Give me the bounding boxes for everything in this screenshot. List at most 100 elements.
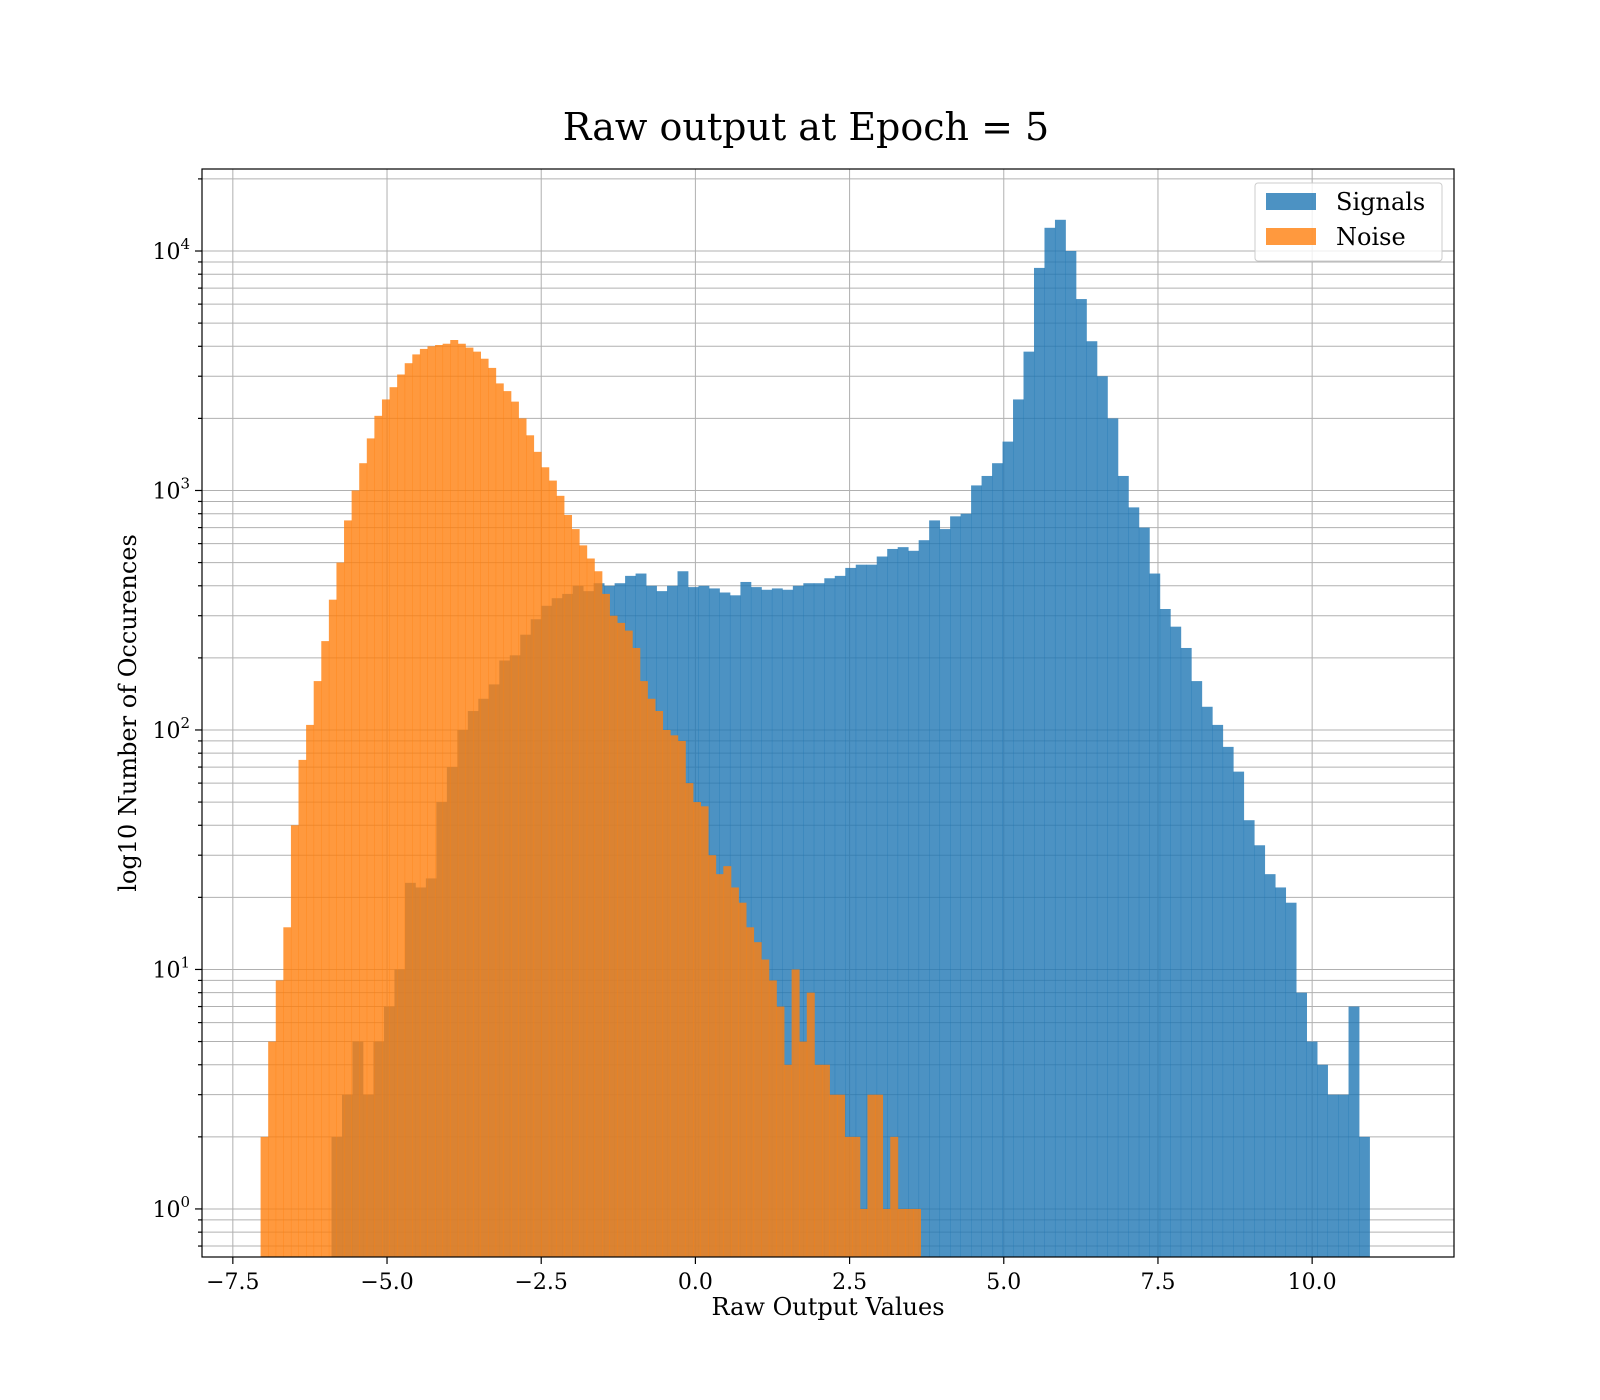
- bar-signals: [1138, 527, 1150, 1257]
- bar-signals: [1275, 887, 1287, 1257]
- bar-signals: [1348, 1006, 1360, 1257]
- bar-noise: [776, 1006, 785, 1257]
- y-axis-ticks: 100 101 102 103 104: [152, 178, 202, 1247]
- bar-noise: [852, 1136, 861, 1257]
- bar-signals: [897, 547, 909, 1257]
- bar-noise: [875, 1094, 884, 1257]
- bar-noise: [495, 383, 504, 1257]
- bar-noise: [708, 855, 717, 1257]
- bar-noise: [381, 399, 390, 1258]
- bar-noise: [784, 1064, 793, 1257]
- y-tick-label: 103: [152, 474, 190, 504]
- bar-signals: [929, 520, 941, 1257]
- bar-noise: [768, 980, 777, 1257]
- bar-noise: [571, 529, 580, 1257]
- bar-signals: [876, 556, 888, 1257]
- x-tick-label: −5.0: [360, 1270, 413, 1295]
- bar-noise: [359, 463, 368, 1257]
- bar-signals: [939, 529, 951, 1257]
- bar-noise: [336, 562, 345, 1257]
- bar-noise: [389, 387, 398, 1257]
- bar-signals: [1243, 820, 1255, 1257]
- bar-noise: [564, 515, 573, 1257]
- bar-signals: [992, 463, 1003, 1257]
- bar-noise: [761, 959, 770, 1257]
- bar-noise: [685, 783, 694, 1257]
- bar-noise: [867, 1094, 876, 1257]
- bar-signals: [1013, 399, 1024, 1258]
- bar-noise: [617, 622, 626, 1257]
- legend-label-signals: Signals: [1336, 188, 1425, 216]
- bar-noise: [404, 363, 413, 1257]
- y-tick-label: 100: [152, 1193, 190, 1223]
- bar-noise: [290, 825, 299, 1257]
- bar-noise: [806, 992, 815, 1257]
- bar-signals: [1254, 845, 1266, 1257]
- bar-noise: [746, 927, 755, 1257]
- bar-signals: [1128, 507, 1140, 1257]
- bar-noise: [859, 1208, 868, 1257]
- bar-signals: [1023, 351, 1035, 1257]
- bar-noise: [601, 593, 610, 1257]
- bar-noise: [882, 1208, 891, 1257]
- bar-signals: [824, 578, 836, 1257]
- bar-signals: [782, 589, 794, 1257]
- bar-noise: [837, 1094, 846, 1257]
- bar-noise: [510, 401, 519, 1258]
- bar-noise: [897, 1208, 906, 1257]
- bar-noise: [738, 902, 747, 1257]
- x-tick-label: 10.0: [1288, 1270, 1337, 1295]
- bar-signals: [761, 589, 773, 1257]
- bar-signals: [750, 587, 762, 1257]
- bar-signals: [855, 564, 867, 1257]
- bar-noise: [503, 391, 512, 1257]
- bar-signals: [1338, 1094, 1349, 1257]
- bar-noise: [609, 615, 618, 1257]
- bar-signals: [771, 588, 783, 1257]
- bar-signals: [1002, 441, 1014, 1257]
- bar-noise: [829, 1094, 838, 1257]
- bar-noise: [624, 630, 633, 1257]
- bar-noise: [351, 490, 360, 1257]
- bar-noise: [268, 1041, 277, 1257]
- bar-noise: [700, 806, 709, 1257]
- bar-noise: [275, 980, 284, 1257]
- bar-noise: [472, 351, 481, 1257]
- bar-noise: [321, 641, 330, 1257]
- x-axis-label: Raw Output Values: [711, 1293, 944, 1321]
- x-tick-label: 5.0: [986, 1270, 1021, 1295]
- bar-signals: [1180, 647, 1192, 1257]
- bar-noise: [692, 802, 701, 1257]
- bar-noise: [912, 1208, 921, 1257]
- x-tick-label: 2.5: [832, 1270, 867, 1295]
- bar-noise: [586, 558, 595, 1257]
- bar-signals: [866, 564, 878, 1257]
- bar-noise: [526, 435, 535, 1257]
- bar-signals: [960, 513, 972, 1257]
- x-axis-ticks: −7.5 −5.0 −2.5 0.0 2.5 5.0 7.5 10.0: [206, 1257, 1337, 1295]
- bar-signals: [1285, 902, 1297, 1257]
- bar-noise: [374, 415, 383, 1257]
- bar-signals: [981, 475, 993, 1257]
- bar-signals: [1327, 1094, 1339, 1257]
- legend-swatch-noise: [1266, 228, 1316, 245]
- bar-noise: [435, 345, 444, 1257]
- bar-signals: [1201, 706, 1213, 1257]
- bar-noise: [344, 520, 353, 1257]
- bar-signals: [1065, 251, 1077, 1257]
- bar-noise: [442, 343, 451, 1257]
- bar-signals: [1044, 227, 1056, 1257]
- bar-noise: [730, 887, 739, 1257]
- bar-signals: [1212, 724, 1224, 1257]
- bar-noise: [844, 1136, 853, 1257]
- bar-signals: [1086, 341, 1098, 1258]
- bar-signals: [1117, 475, 1129, 1257]
- bar-signals: [1306, 1041, 1318, 1257]
- bar-noise: [366, 438, 375, 1257]
- bar-noise: [457, 343, 466, 1257]
- bar-signals: [792, 585, 804, 1257]
- bar-noise: [450, 340, 459, 1257]
- bar-signals: [971, 485, 982, 1258]
- legend: Signals Noise: [1254, 182, 1443, 262]
